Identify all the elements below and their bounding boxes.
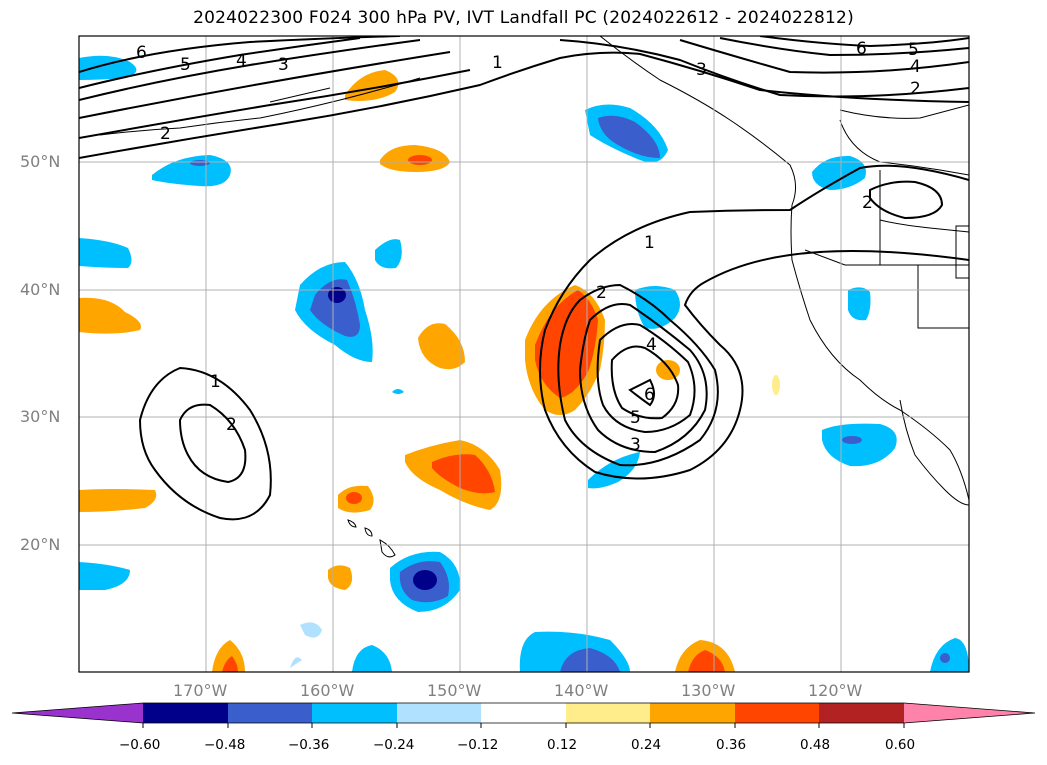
contour-labels: 6 5 4 3 2 1 3 6 5 4 2 1 2 4 6 5 3 1 2 2	[136, 39, 921, 455]
colorbar-segment	[397, 703, 481, 723]
colorbar-tick-label: 0.60	[885, 737, 916, 753]
colorbar-tick-label: 0.36	[716, 737, 747, 753]
contour-label: 2	[160, 124, 171, 144]
contour-label: 1	[492, 53, 503, 73]
lat-label: 40°N	[20, 280, 61, 299]
lon-label: 170°W	[173, 681, 228, 700]
ivt-shading	[79, 55, 969, 672]
lon-label: 130°W	[681, 681, 736, 700]
contour-label: 2	[596, 283, 607, 303]
contour-label: 1	[644, 233, 655, 253]
contour-label: 3	[696, 60, 707, 80]
colorbar-tick-label: −0.24	[373, 737, 415, 753]
contour-label: 5	[180, 55, 191, 75]
contour-label: 3	[278, 55, 289, 75]
contour-label: 5	[630, 408, 641, 428]
lon-label: 140°W	[554, 681, 609, 700]
graticule	[79, 36, 969, 672]
contour-label: 2	[910, 79, 921, 99]
colorbar-segment	[650, 703, 735, 723]
colorbar-tick-label: −0.12	[457, 737, 499, 753]
contour-label: 1	[210, 372, 221, 392]
contour-label: 2	[226, 415, 237, 435]
colorbar-extend-max	[904, 703, 1035, 723]
colorbar-segment	[819, 703, 904, 723]
colorbar-tick-label: −0.60	[119, 737, 161, 753]
contour-label: 4	[236, 51, 247, 71]
lat-label: 50°N	[20, 152, 61, 171]
colorbar-tick-label: 0.24	[631, 737, 662, 753]
lon-label: 160°W	[300, 681, 355, 700]
lat-label: 30°N	[20, 407, 61, 426]
lat-label: 20°N	[20, 535, 61, 554]
colorbar	[11, 702, 1036, 728]
map-frame	[78, 35, 970, 673]
colorbar-tick-label: −0.48	[204, 737, 246, 753]
colorbar-segment	[735, 703, 819, 723]
contour-label: 4	[910, 57, 921, 77]
contour-label: 6	[136, 43, 147, 63]
contour-label: 3	[630, 435, 641, 455]
map-title: 2024022300 F024 300 hPa PV, IVT Landfall…	[193, 8, 854, 28]
colorbar-segment	[312, 703, 397, 723]
colorbar-extend-min	[12, 703, 143, 723]
contour-label: 5	[908, 40, 919, 60]
lon-label: 120°W	[808, 681, 863, 700]
colorbar-segment	[566, 703, 650, 723]
colorbar-segment	[481, 703, 566, 723]
contour-label: 4	[646, 335, 657, 355]
colorbar-segment	[143, 703, 228, 723]
coastlines	[99, 36, 969, 558]
colorbar-tick-label: 0.12	[547, 737, 578, 753]
pv-contours	[79, 36, 969, 521]
contour-label: 6	[856, 39, 867, 59]
colorbar-tick-label: 0.48	[800, 737, 831, 753]
contour-label: 6	[644, 385, 655, 405]
colorbar-segment	[228, 703, 312, 723]
colorbar-tick-label: −0.36	[288, 737, 330, 753]
lon-label: 150°W	[427, 681, 482, 700]
contour-label: 2	[862, 193, 873, 213]
